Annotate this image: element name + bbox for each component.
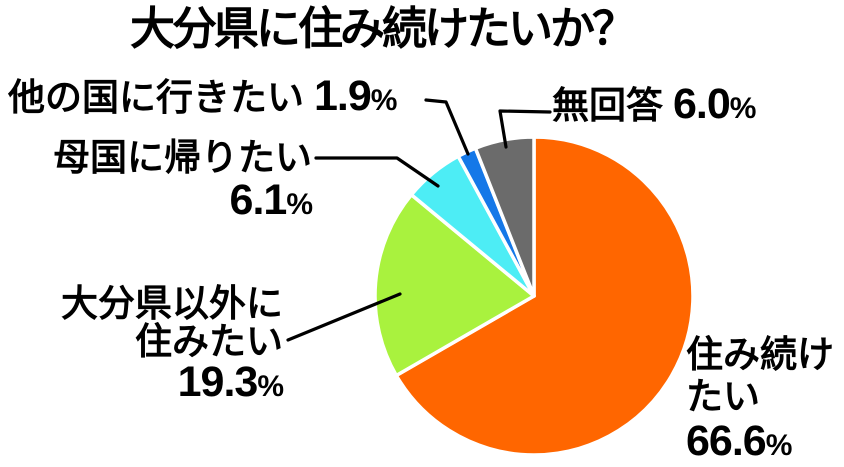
label-outside-oita-line2: 住みたい: [135, 321, 283, 362]
leader-line-no-answer: [498, 109, 552, 149]
label-stay-value: 66.6%: [686, 417, 792, 465]
label-homeland: 母国に帰りたい 6.1%: [53, 137, 313, 227]
slice-outside-oita: [373, 193, 536, 378]
label-outside-oita: 大分県以外に 住みたい 19.3%: [61, 283, 284, 408]
label-stay-line2: たい: [686, 376, 760, 417]
slice-stay: [394, 135, 695, 457]
label-no-answer-text: 無回答: [552, 85, 663, 126]
pie: [373, 135, 695, 457]
leader-lines: [286, 98, 552, 342]
chart-title: 大分県に住み続けたいか？: [130, 3, 637, 54]
leader-line-homeland: [314, 156, 440, 188]
label-no-answer: 無回答 6.0%: [552, 80, 756, 131]
leader-line-outside-oita: [286, 292, 402, 342]
label-stay-line1: 住み続け: [686, 334, 834, 375]
label-homeland-text: 母国に帰りたい: [53, 137, 312, 178]
label-stay: 住み続け たい 66.6%: [686, 334, 834, 467]
label-other-country: 他の国に行きたい 1.9%: [8, 72, 397, 123]
label-other-country-value: 1.9%: [314, 72, 397, 120]
label-outside-oita-value: 19.3%: [177, 358, 284, 406]
label-no-answer-value: 6.0%: [673, 80, 756, 128]
label-homeland-value: 6.1%: [229, 176, 313, 224]
label-outside-oita-line1: 大分県以外に: [61, 283, 283, 324]
leader-line-other-country: [424, 98, 470, 156]
label-other-country-text: 他の国に行きたい: [8, 77, 304, 118]
